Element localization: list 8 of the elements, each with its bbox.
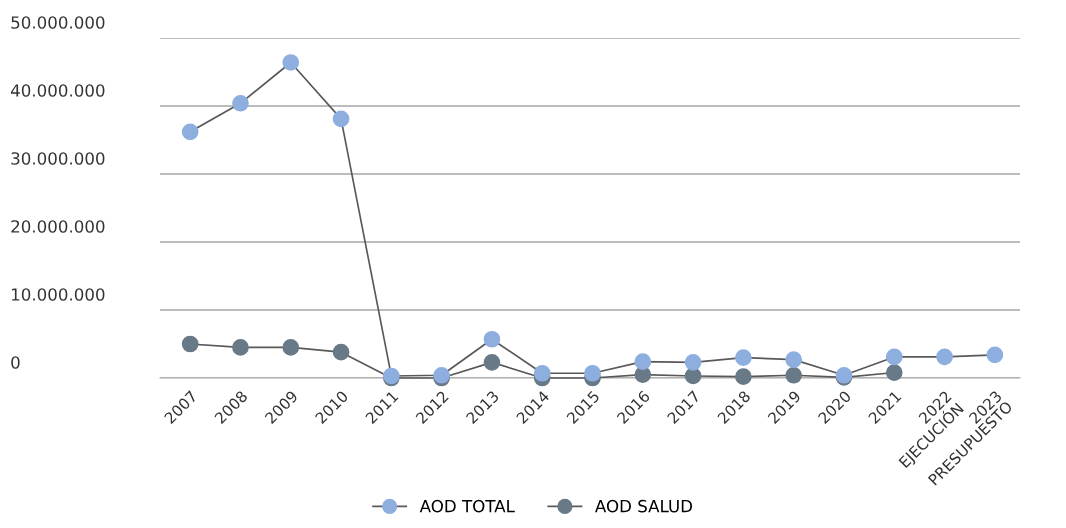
y-tick-label: 30.000.000 — [11, 152, 105, 165]
y-tick-label: 0 — [11, 356, 20, 369]
y-tick-label: 40.000.000 — [10, 84, 105, 97]
y-tick-label: 50.000.000 — [11, 16, 105, 29]
y-tick-label: 20.000.000 — [11, 220, 105, 233]
legend-label: AOD TOTAL — [419, 499, 515, 513]
y-tick-label: 10.000.000 — [11, 288, 105, 301]
legend-label: AOD SALUD — [595, 499, 693, 513]
